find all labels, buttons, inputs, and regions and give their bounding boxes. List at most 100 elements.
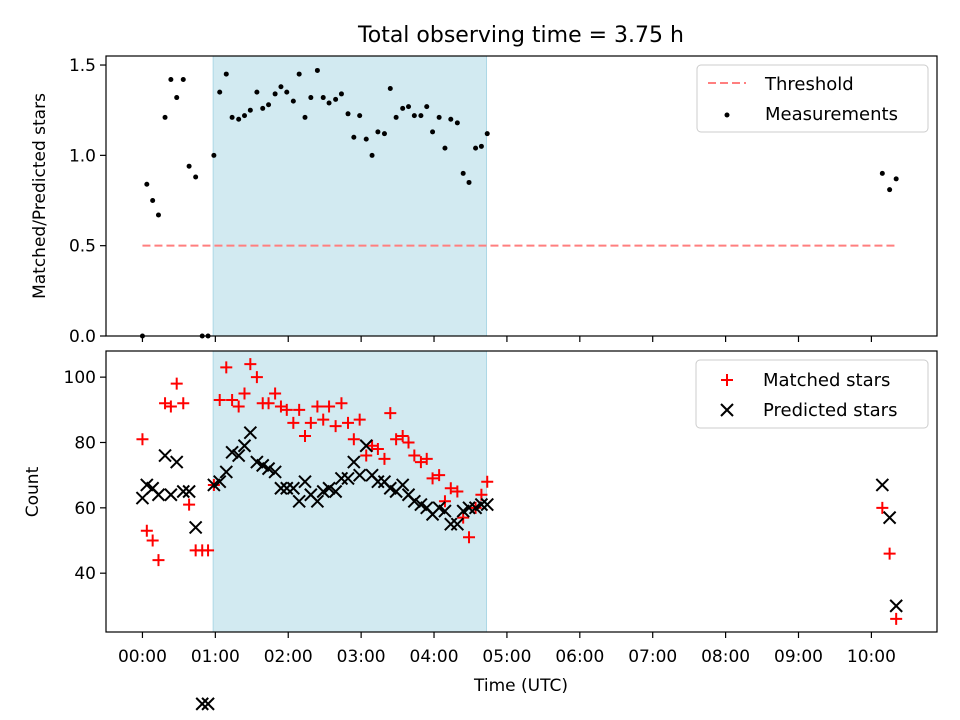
count-xtick-label: 02:00 <box>264 647 313 667</box>
predicted-stars-point <box>261 461 276 476</box>
matched-stars-point <box>287 416 300 429</box>
predicted-stars-point <box>450 517 465 531</box>
predicted-stars-point <box>371 474 385 489</box>
matched-stars-point <box>463 531 476 544</box>
legend-predicted-swatch <box>720 403 734 417</box>
ratio-ytick-label: 1.0 <box>69 146 96 166</box>
matched-stars-point <box>183 498 196 511</box>
predicted-stars-point <box>462 501 476 515</box>
predicted-stars-point <box>875 478 890 492</box>
ratio-ytick-label: 0.0 <box>69 327 96 347</box>
count-xtick-label: 10:00 <box>847 647 896 667</box>
matched-stars-point <box>220 361 233 374</box>
matched-stars-point <box>353 413 366 426</box>
matched-stars-point <box>342 416 355 429</box>
predicted-stars-point <box>231 448 246 463</box>
matched-stars-point <box>146 534 159 547</box>
predicted-stars-point <box>322 481 336 495</box>
matched-stars-point <box>269 387 282 400</box>
matched-stars-point <box>136 433 149 446</box>
matched-stars-point <box>164 400 177 413</box>
measurements-point <box>406 104 412 110</box>
count-panel-axes: 40 60 80 100 00:00 01:00 02:00 03:00 04:00 05:00 0… <box>64 368 896 667</box>
measurements-point <box>387 86 393 92</box>
matched-stars-point <box>433 469 446 482</box>
predicted-stars-point <box>334 471 349 486</box>
predicted-stars-point <box>889 599 903 613</box>
matched-stars-point <box>335 397 348 410</box>
measurements-point <box>284 89 290 95</box>
measurements-point <box>430 129 436 135</box>
predicted-stars-point <box>480 497 494 512</box>
predicted-stars-point <box>164 488 178 502</box>
measurements-point <box>484 131 490 137</box>
matched-stars-point <box>238 387 251 400</box>
matched-stars-point <box>262 397 275 410</box>
measurements-point <box>887 187 893 193</box>
predicted-stars-point <box>268 465 282 479</box>
ratio-legend-box <box>696 64 929 133</box>
predicted-stars-point <box>341 471 355 486</box>
predicted-stars-point <box>359 439 373 453</box>
count-legend-box <box>695 359 929 429</box>
measurements-point <box>375 129 381 135</box>
predicted-stars-point <box>158 448 172 463</box>
measurements-point <box>211 152 217 158</box>
measurements-point <box>302 114 308 120</box>
measurements-point <box>320 95 326 101</box>
matched-stars-point <box>329 420 342 433</box>
matched-stars-point <box>420 452 433 465</box>
matched-stars-point <box>371 443 384 456</box>
measurements-point <box>247 107 253 113</box>
legend-measurements-label: Measurements <box>765 104 898 125</box>
matched-stars-point <box>378 452 391 465</box>
count-xtick-label: 01:00 <box>191 647 240 667</box>
ratio-panel-plot-area <box>212 55 488 337</box>
predicted-stars-point <box>182 484 196 499</box>
predicted-stars-point <box>274 481 288 495</box>
measurements-point <box>290 98 296 104</box>
matched-stars-point <box>244 358 257 371</box>
matched-stars-point <box>304 416 317 429</box>
measurements-point <box>272 91 278 97</box>
measurements-point <box>879 170 885 176</box>
predicted-stars-point <box>225 445 239 459</box>
legend-predicted-label: Predicted stars <box>763 400 897 421</box>
count-ytick-label: 100 <box>64 368 96 388</box>
legend-threshold-label: Threshold <box>764 74 854 95</box>
measurements-point <box>351 134 357 140</box>
count-ytick-label: 80 <box>74 433 96 453</box>
measurements-point <box>314 67 320 73</box>
matched-stars-point <box>202 544 215 557</box>
count-panel-legend: Matched stars Predicted stars <box>695 359 929 429</box>
count-xtick-label: 03:00 <box>337 647 386 667</box>
measurements-point <box>424 104 430 110</box>
ratio-panel-frame <box>105 55 938 337</box>
count-xtick-label: 08:00 <box>701 647 750 667</box>
count-xtick-label: 00:00 <box>118 647 167 667</box>
measurements-point <box>393 114 399 120</box>
measurements-point <box>448 116 454 122</box>
matched-stars-point <box>311 400 324 413</box>
ratio-panel-legend: Threshold Measurements <box>696 64 929 133</box>
count-panel-plot-area <box>212 350 488 633</box>
measurements-point <box>400 105 406 111</box>
count-ytick-label: 40 <box>74 564 96 584</box>
matched-stars-point <box>890 612 903 625</box>
predicted-stars-point <box>219 465 233 479</box>
predicted-stars-point <box>310 494 325 509</box>
measurements-point <box>296 71 302 77</box>
measurements-point <box>363 136 369 142</box>
measurements-point <box>466 179 472 185</box>
measurements-point <box>326 100 332 106</box>
measurements-point <box>242 113 247 119</box>
measurements-point <box>162 114 168 120</box>
matched-stars-point <box>876 501 889 514</box>
predicted-stars-point <box>347 455 361 469</box>
legend-matched-label: Matched stars <box>763 370 890 391</box>
count-xtick-label: 07:00 <box>628 647 677 667</box>
predicted-stars-point <box>213 474 227 489</box>
measurements-point <box>236 116 242 122</box>
ratio-observing-window <box>212 55 488 337</box>
